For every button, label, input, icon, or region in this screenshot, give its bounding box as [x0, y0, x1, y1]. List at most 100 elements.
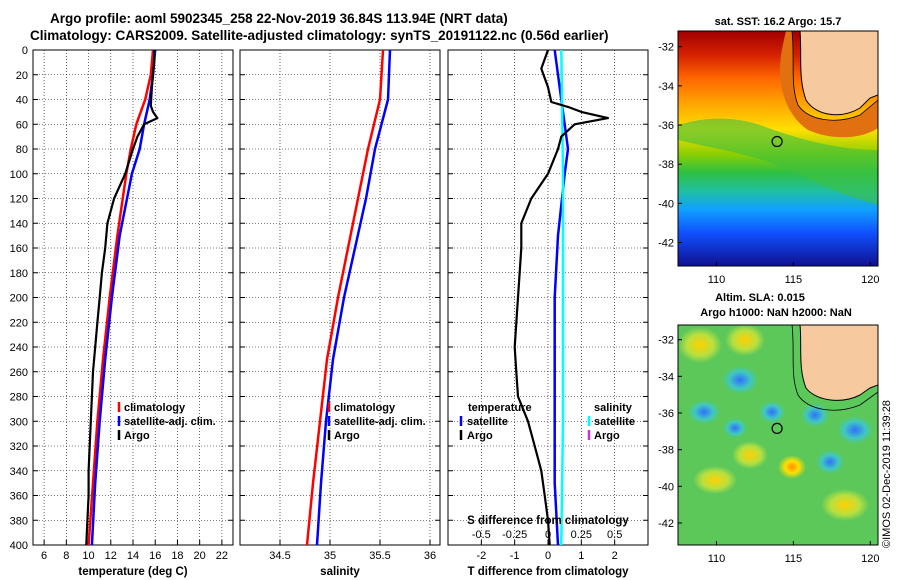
map-lat-label: -38	[658, 445, 674, 457]
legend-label-satellite-adj: satellite-adj. clim.	[124, 416, 216, 428]
map-lon-label: 110	[708, 274, 726, 286]
temperature-legend: climatology satellite-adj. clim. Argo	[117, 402, 216, 442]
sla-eddy	[759, 401, 785, 423]
difference-axis-label: T difference from climatology	[467, 566, 629, 578]
series-line-temperature-satellite	[553, 50, 570, 545]
sst-map-axes: 110 115 120 -32 -34 -36 -38 -40 -42	[658, 42, 879, 286]
sla-eddy	[837, 416, 873, 444]
s-difference-tick-label: -0.5	[472, 529, 491, 541]
sla-eddy	[688, 400, 720, 424]
depth-tick-label: 180	[10, 268, 28, 280]
sla-eddy	[778, 455, 806, 479]
legend-label-satellite-adj: satellite-adj. clim.	[334, 416, 426, 428]
temperature-series	[85, 50, 159, 545]
series-line-climatology	[305, 50, 385, 545]
legend-label-s-argo: Argo	[594, 430, 620, 442]
series-line-climatology	[87, 50, 155, 545]
sla-eddy	[693, 466, 737, 494]
legend-label-argo: Argo	[124, 430, 150, 442]
depth-tick-label: 260	[10, 367, 28, 379]
map-lon-label: 115	[785, 553, 803, 565]
sla-eddy	[732, 441, 768, 469]
sst-coastal-current	[780, 31, 878, 138]
depth-tick-label: 60	[16, 119, 28, 131]
map-lat-label: -34	[658, 371, 674, 383]
map-lat-label: -36	[658, 408, 674, 420]
legend-title-temperature: temperature	[468, 402, 532, 414]
difference-grid	[448, 49, 648, 546]
sst-map-title: sat. SST: 16.2 Argo: 15.7	[715, 16, 842, 28]
x-tick-label: 10	[82, 550, 94, 562]
depth-tick-label: 220	[10, 317, 28, 329]
sst-map-frame	[677, 30, 879, 267]
temperature-x-axis: 6 8 10 12 14 16 18 20 22	[41, 550, 228, 562]
map-lon-label: 110	[708, 553, 726, 565]
x-tick-label: 18	[171, 550, 183, 562]
sla-map-axes: 110 115 120 -32 -34 -36 -38 -40 -42	[658, 335, 879, 565]
map-lon-label: 115	[785, 274, 803, 286]
x-tick-label: 1	[578, 550, 584, 562]
series-line-satellite-adj-clim-	[90, 50, 157, 545]
depth-tick-label: 320	[10, 441, 28, 453]
legend-label-climatology: climatology	[334, 402, 396, 414]
x-tick-label: -1	[510, 550, 520, 562]
sla-shelf-contour	[791, 325, 878, 411]
depth-tick-label: 400	[10, 540, 28, 552]
salinity-grid	[240, 49, 440, 546]
sla-eddy	[722, 366, 758, 394]
sla-map	[678, 325, 878, 545]
sla-map-title-2: Argo h1000: NaN h2000: NaN	[700, 307, 852, 319]
x-tick-label: -2	[476, 550, 486, 562]
legend-label-t-argo: Argo	[467, 430, 493, 442]
s-difference-tick-label: 0.25	[571, 529, 592, 541]
sla-map-title-1: Altim. SLA: 0.015	[715, 292, 805, 304]
x-tick-label: 35.5	[369, 550, 390, 562]
sla-eddy	[723, 418, 747, 438]
x-tick-label: 22	[216, 550, 228, 562]
depth-tick-label: 80	[16, 144, 28, 156]
depth-axis: 0 20 40 60 80 100 120 140 160 180 200 220 240 260 280 3…	[10, 45, 28, 552]
x-tick-label: 34.5	[269, 550, 290, 562]
sla-eddy	[801, 403, 829, 427]
sst-land	[799, 31, 878, 116]
legend-title-salinity: salinity	[594, 402, 633, 414]
salinity-axis-label: salinity	[320, 566, 360, 578]
depth-tick-label: 20	[16, 70, 28, 82]
map-lat-label: -34	[658, 81, 674, 93]
depth-tick-label: 40	[16, 95, 28, 107]
difference-legend-temperature: temperature satellite Argo	[459, 402, 532, 442]
series-line-salinity-satellite	[560, 50, 565, 545]
sst-shelf-contour	[791, 31, 878, 121]
s-difference-tick-label: -0.25	[502, 529, 527, 541]
legend-label-argo: Argo	[334, 430, 360, 442]
salinity-series	[305, 50, 392, 545]
x-tick-label: 2	[612, 550, 618, 562]
map-lat-label: -32	[658, 42, 674, 54]
series-line-temperature-argo	[513, 50, 610, 545]
depth-tick-label: 300	[10, 416, 28, 428]
map-lat-label: -36	[658, 120, 674, 132]
x-tick-label: 16	[149, 550, 161, 562]
x-tick-label: 12	[105, 550, 117, 562]
map-lat-label: -42	[658, 238, 674, 250]
salinity-legend: climatology satellite-adj. clim. Argo	[327, 402, 426, 442]
sst-map	[678, 31, 878, 266]
legend-label-climatology: climatology	[124, 402, 186, 414]
map-lat-label: -38	[658, 159, 674, 171]
sla-eddy	[821, 489, 869, 521]
sst-warm-tongue	[678, 118, 878, 205]
sla-map-frame	[677, 324, 879, 546]
figure-title-line-2: Climatology: CARS2009. Satellite-adjuste…	[30, 28, 609, 43]
argo-location-marker	[771, 422, 783, 434]
s-difference-axis-title: S difference from climatology	[467, 515, 629, 527]
map-lon-label: 120	[861, 553, 879, 565]
x-tick-label: 8	[63, 550, 69, 562]
legend-label-t-satellite: satellite	[467, 416, 508, 428]
s-difference-tick-label: 0.5	[607, 529, 622, 541]
depth-tick-label: 240	[10, 342, 28, 354]
legend-label-s-satellite: satellite	[594, 416, 635, 428]
map-lat-label: -42	[658, 518, 674, 530]
x-tick-label: 35	[324, 550, 336, 562]
argo-location-marker	[771, 135, 783, 148]
